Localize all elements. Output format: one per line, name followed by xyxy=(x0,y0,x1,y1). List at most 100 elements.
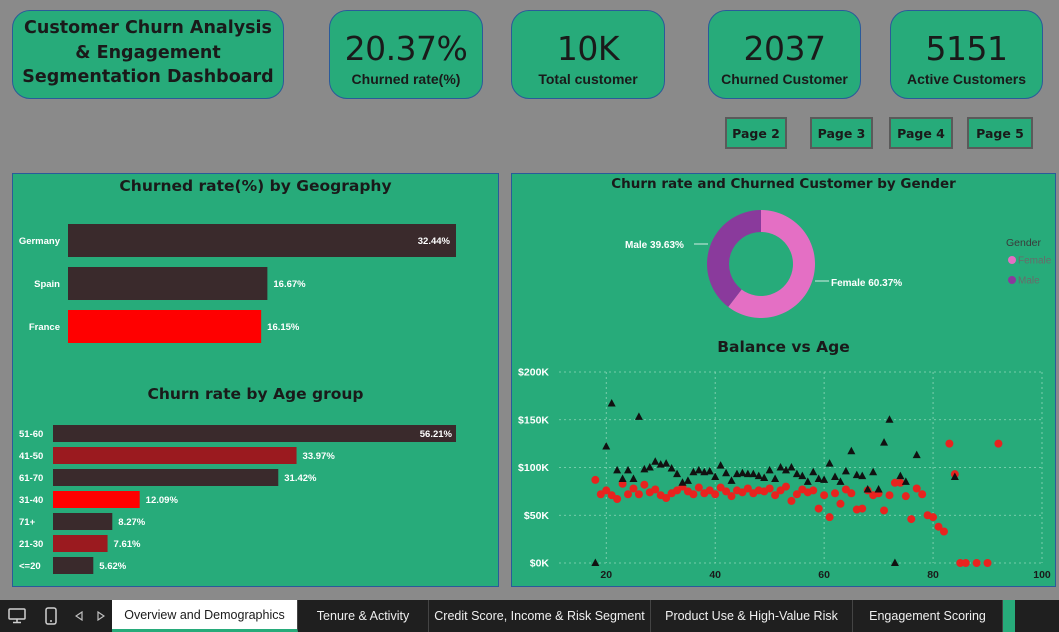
scatter-point-triangle xyxy=(662,459,671,467)
age-data-label: 5.62% xyxy=(99,561,126,572)
page-4-button[interactable]: Page 4 xyxy=(889,117,953,149)
scatter-point-triangle xyxy=(814,474,823,482)
tab-tenure-activity[interactable]: Tenure & Activity xyxy=(298,600,429,632)
scatter-y-tick: $100K xyxy=(518,462,549,474)
scatter-point-circle xyxy=(945,439,954,448)
scatter-point-circle xyxy=(880,506,889,515)
male-slice-label: Male 39.63% xyxy=(625,240,684,251)
page-3-button[interactable]: Page 3 xyxy=(810,117,873,149)
scatter-point-triangle xyxy=(760,473,769,482)
scatter-x-tick: 60 xyxy=(818,569,830,581)
age-data-label: 31.42% xyxy=(284,473,317,484)
scatter-point-triangle xyxy=(880,438,889,446)
kpi-card-churned-customer: 2037 Churned Customer xyxy=(708,10,861,99)
age-data-label: 7.61% xyxy=(114,539,141,550)
legend-marker-male xyxy=(1008,276,1016,284)
scatter-y-tick: $150K xyxy=(518,414,549,426)
scatter-point-triangle xyxy=(771,474,780,482)
scatter-x-tick: 40 xyxy=(709,569,721,581)
scatter-point-triangle xyxy=(831,472,840,481)
scatter-point-triangle xyxy=(640,464,649,473)
kpi-value: 5151 xyxy=(925,29,1008,68)
donut-slice-female xyxy=(728,210,815,318)
scatter-point-circle xyxy=(983,559,992,567)
scatter-y-tick: $200K xyxy=(518,367,549,379)
age-category-label: 41-50 xyxy=(19,451,43,462)
mobile-view-icon[interactable] xyxy=(34,600,68,632)
scatter-y-tick: $0K xyxy=(530,558,550,570)
scatter-point-triangle xyxy=(629,474,638,482)
scatter-point-circle xyxy=(858,504,867,513)
scatter-point-triangle xyxy=(651,457,660,465)
scatter-point-triangle xyxy=(820,475,829,483)
scatter-point-circle xyxy=(912,484,921,493)
scatter-point-triangle xyxy=(912,450,921,459)
age-data-label: 56.21% xyxy=(420,429,453,440)
scatter-point-circle xyxy=(836,499,845,508)
scatter-point-triangle xyxy=(673,469,682,478)
scatter-point-circle xyxy=(814,504,823,513)
kpi-card-churned-rate: 20.37% Churned rate(%) xyxy=(329,10,483,99)
tab-product-use-high-value-risk[interactable]: Product Use & High-Value Risk xyxy=(651,600,853,632)
page-2-button[interactable]: Page 2 xyxy=(725,117,787,149)
previous-page-icon[interactable] xyxy=(68,600,90,632)
scatter-point-triangle xyxy=(634,412,643,420)
scatter-point-circle xyxy=(787,496,796,505)
dashboard-title-card: Customer Churn Analysis & Engagement Seg… xyxy=(12,10,284,99)
age-chart-title: Churn rate by Age group xyxy=(147,385,364,403)
scatter-point-triangle xyxy=(694,465,703,474)
kpi-card-total-customer: 10K Total customer xyxy=(511,10,665,99)
scatter-point-circle xyxy=(825,513,834,522)
tab-engagement-scoring[interactable]: Engagement Scoring xyxy=(853,600,1003,632)
scatter-point-circle xyxy=(640,480,649,489)
desktop-view-icon[interactable] xyxy=(0,600,34,632)
geo-category-label: France xyxy=(29,322,60,333)
scatter-point-circle xyxy=(662,494,671,503)
scatter-point-circle xyxy=(591,475,600,484)
scatter-point-circle xyxy=(771,491,780,500)
next-page-icon[interactable] xyxy=(90,600,112,632)
scatter-x-tick: 20 xyxy=(600,569,612,581)
page-5-button[interactable]: Page 5 xyxy=(967,117,1033,149)
scatter-chart-title: Balance vs Age xyxy=(717,338,850,356)
kpi-label: Churned Customer xyxy=(721,71,848,87)
kpi-label: Churned rate(%) xyxy=(351,71,461,87)
scatter-point-triangle xyxy=(950,472,959,481)
age-category-label: 51-60 xyxy=(19,429,43,440)
scatter-point-triangle xyxy=(852,470,861,479)
scatter-point-triangle xyxy=(683,476,692,484)
age-category-label: 71+ xyxy=(19,517,36,528)
scatter-point-circle xyxy=(918,490,927,499)
scatter-point-triangle xyxy=(798,471,807,480)
scatter-point-circle xyxy=(629,484,638,493)
scatter-point-triangle xyxy=(645,463,654,471)
age-data-label: 33.97% xyxy=(303,451,336,462)
scatter-point-triangle xyxy=(776,463,785,471)
age-group-bar-chart: 51-60 56.21% 41-50 33.97% 61-70 31.42% 31-40 12… xyxy=(19,425,456,574)
tab-bar-scroll-accent xyxy=(1003,600,1015,632)
scatter-point-circle xyxy=(781,482,790,491)
geo-bar xyxy=(68,310,262,343)
scatter-point-triangle xyxy=(607,399,616,407)
scatter-point-circle xyxy=(929,513,938,522)
legend-title: Gender xyxy=(1006,237,1042,249)
kpi-label: Total customer xyxy=(538,71,638,87)
age-category-label: 61-70 xyxy=(19,473,43,484)
scatter-point-circle xyxy=(907,515,916,524)
scatter-point-triangle xyxy=(613,465,622,474)
geo-data-label: 32.44% xyxy=(418,236,451,247)
geo-category-label: Spain xyxy=(34,279,60,290)
tab-overview-demographics[interactable]: Overview and Demographics xyxy=(112,600,298,632)
geography-age-panel: Churned rate(%) by Geography Germany 32.4… xyxy=(12,173,499,587)
scatter-point-circle xyxy=(831,489,840,498)
scatter-point-triangle xyxy=(705,466,714,475)
scatter-point-circle xyxy=(847,489,856,498)
scatter-point-circle xyxy=(994,439,1003,448)
scatter-point-triangle xyxy=(885,415,894,423)
dashboard-title-line-2: & Engagement xyxy=(75,42,221,63)
tab-credit-score-income-risk[interactable]: Credit Score, Income & Risk Segment xyxy=(429,600,651,632)
kpi-card-active-customers: 5151 Active Customers xyxy=(890,10,1043,99)
scatter-point-triangle xyxy=(847,446,856,455)
age-category-label: 31-40 xyxy=(19,495,43,506)
scatter-x-tick: 80 xyxy=(927,569,939,581)
